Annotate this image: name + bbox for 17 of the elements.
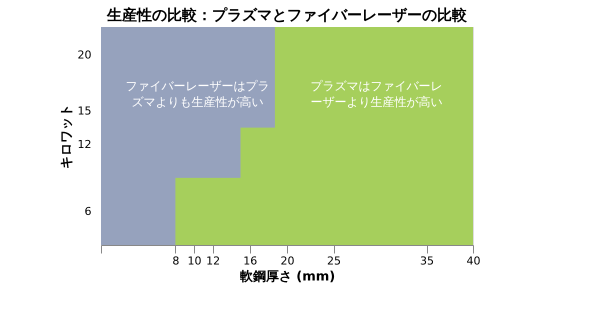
x-tick-label: 25: [327, 254, 341, 268]
y-tick-label: 20: [78, 48, 92, 62]
x-tick-label: 20: [280, 254, 294, 268]
y-tick-label: 6: [84, 204, 92, 218]
y-tick-label: 15: [78, 104, 92, 118]
x-tick-label: 8: [172, 254, 180, 268]
x-tick-label: 40: [466, 254, 480, 268]
x-tick-label: 16: [243, 254, 258, 268]
y-axis-title: キロワット: [60, 104, 75, 169]
x-axis-title: 軟鋼厚さ (mm): [238, 270, 336, 284]
x-tick-label: 35: [420, 254, 434, 268]
x-tick-label: 10: [188, 254, 202, 268]
chart-title: 生産性の比較：プラズマとファイバーレーザーの比較: [106, 6, 468, 24]
annotation: プラズマはファイバーレーザーより生産性が高い: [310, 78, 442, 109]
x-tick-label: 12: [206, 254, 220, 268]
annotation: ファイバーレーザーはプラズマよりも生産性が高い: [126, 78, 270, 109]
y-tick-label: 12: [78, 138, 92, 151]
